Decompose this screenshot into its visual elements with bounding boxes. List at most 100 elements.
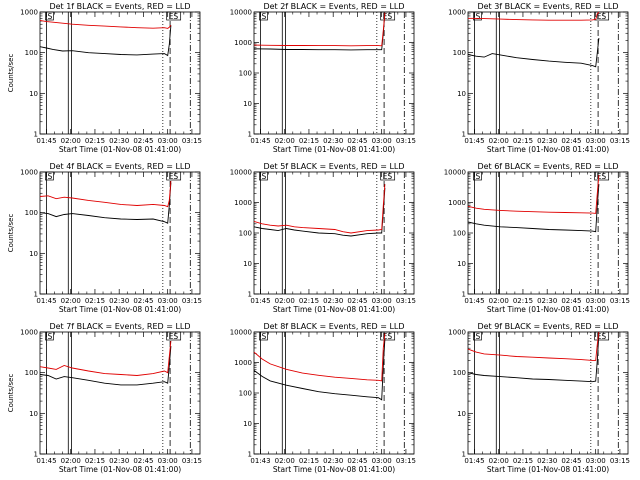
y-tick-label: 1 [34,291,38,299]
x-tick-label: 02:30 [109,457,129,465]
x-tick-label: 03:00 [586,457,606,465]
flag-box [473,11,482,21]
chart-title: Det 6f BLACK = Events, RED = LLD [477,162,618,171]
chart-panel-3: Det 3f BLACK = Events, RED = LLD 1 10 100 10… [448,2,630,154]
y-tick-label: 100 [239,230,252,238]
x-tick-label: 02:00 [275,457,295,465]
x-tick-label: 01:43 [250,457,270,465]
y-tick-label: 100 [239,390,252,398]
y-tick-label: 1000 [448,9,466,17]
x-tick-label: 03:15 [182,297,202,305]
lld-series-line [253,333,386,382]
chart-panel-8: Det 8f BLACK = Events, RED = LLD 1 10 100 10… [230,322,416,474]
flag-label: S [475,332,480,341]
flag-box [473,171,482,181]
x-tick-label: 02:15 [299,137,319,145]
x-tick-label: 02:30 [109,137,129,145]
flag-box [166,11,182,21]
flag-box [473,331,482,341]
x-tick-label: 03:00 [586,297,606,305]
lld-series-line [253,184,386,234]
y-tick-label: 1000 [234,39,252,47]
y-tick-label: 10000 [230,169,252,177]
flag-label: ES [383,12,393,21]
x-tick-label: 02:30 [537,297,557,305]
x-tick-label: 02:30 [537,457,557,465]
events-series-line [39,346,172,386]
flag-label: ES [169,332,179,341]
x-tick-label: 02:45 [561,137,581,145]
y-tick-label: 1000 [20,9,38,17]
chart-title: Det 4f BLACK = Events, RED = LLD [49,162,190,171]
flag-box [380,331,396,341]
x-tick-label: 03:15 [610,137,630,145]
x-tick-label: 03:15 [182,457,202,465]
flag-label: ES [169,12,179,21]
x-tick-label: 01:45 [464,297,484,305]
x-tick-label: 02:15 [299,457,319,465]
x-axis-label: Start Time (01-Nov-08 01:41:00) [487,465,609,474]
events-series-line [253,338,386,401]
flag-box [45,171,54,181]
y-axis-label: Counts/sec [7,54,15,93]
x-tick-label: 02:15 [299,297,319,305]
flag-box [166,331,182,341]
chart-title: Det 8f BLACK = Events, RED = LLD [263,322,404,331]
plot-frame [467,11,629,135]
x-tick-label: 03:15 [610,297,630,305]
flag-box [45,11,54,21]
x-tick-label: 02:00 [61,137,81,145]
x-tick-label: 03:15 [396,457,416,465]
events-series-line [253,13,386,51]
flag-box [380,171,396,181]
flag-label: ES [597,172,607,181]
x-tick-label: 02:00 [275,137,295,145]
chart-panel-5: Det 5f BLACK = Events, RED = LLD 1 10 100 10… [230,162,416,314]
x-tick-label: 02:45 [347,457,367,465]
plot-frame [253,171,415,295]
x-tick-label: 01:45 [464,457,484,465]
chart-panel-7: Det 7f BLACK = Events, RED = LLD 1 10 100 10… [7,322,202,474]
y-tick-label: 100 [453,230,466,238]
x-axis-label: Start Time (01-Nov-08 01:41:00) [273,145,395,154]
y-tick-label: 10 [243,260,252,268]
flag-box [259,11,268,21]
x-tick-label: 03:15 [396,137,416,145]
events-series-line [467,37,600,68]
y-tick-label: 100 [25,209,38,217]
x-axis-label: Start Time (01-Nov-08 01:41:00) [273,465,395,474]
x-tick-label: 02:15 [513,297,533,305]
x-tick-label: 02:15 [85,297,105,305]
flag-label: S [47,12,52,21]
chart-title: Det 9f BLACK = Events, RED = LLD [477,322,618,331]
events-series-line [467,333,600,383]
flag-box [45,331,54,341]
chart-panel-9: Det 9f BLACK = Events, RED = LLD 1 10 100 10… [448,322,630,474]
chart-panel-2: Det 2f BLACK = Events, RED = LLD 1 10 100 10… [230,2,416,154]
y-tick-label: 10 [29,250,38,258]
y-tick-label: 1000 [234,199,252,207]
chart-title: Det 2f BLACK = Events, RED = LLD [263,2,404,11]
x-tick-label: 02:45 [347,297,367,305]
x-tick-label: 03:00 [158,457,178,465]
y-tick-label: 100 [25,49,38,57]
x-tick-label: 02:45 [561,297,581,305]
events-series-line [39,25,172,57]
plot-frame [39,171,201,295]
x-tick-label: 03:15 [396,297,416,305]
x-axis-label: Start Time (01-Nov-08 01:41:00) [487,305,609,314]
flag-label: ES [169,172,179,181]
y-tick-label: 1000 [448,199,466,207]
x-axis-label: Start Time (01-Nov-08 01:41:00) [273,305,395,314]
lld-series-line [39,340,172,376]
chart-title: Det 5f BLACK = Events, RED = LLD [263,162,404,171]
y-tick-label: 10000 [444,169,466,177]
flag-box [259,171,268,181]
chart-title: Det 7f BLACK = Events, RED = LLD [49,322,190,331]
x-tick-label: 03:00 [372,297,392,305]
x-tick-label: 02:00 [61,457,81,465]
y-tick-label: 100 [453,369,466,377]
x-tick-label: 01:45 [464,137,484,145]
y-tick-label: 1 [462,131,466,139]
